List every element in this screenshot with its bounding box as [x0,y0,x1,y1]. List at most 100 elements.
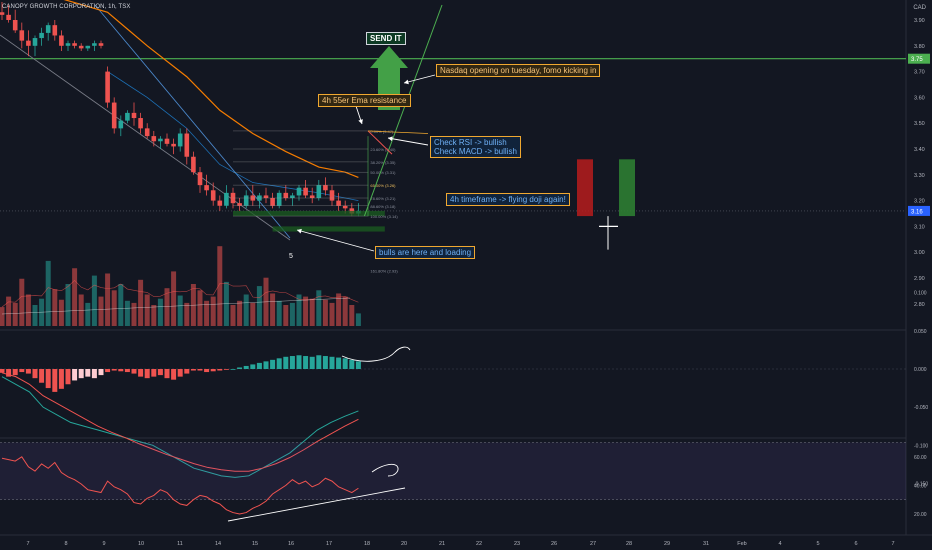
macd-histogram-bar [329,356,335,369]
last-price-label: 3.16 [911,209,923,215]
macd-histogram-bar [39,369,45,383]
volume-bar [124,300,130,326]
flying-doji-note: 4h timeframe -> flying doji again! [446,193,570,206]
candle-body [171,143,176,147]
macd-note-line: Check MACD -> bullish [434,147,517,156]
volume-bar [171,271,177,326]
candle-body [131,112,137,119]
macd-histogram-bar [250,364,256,369]
signal-line [1,372,359,472]
candle-body [85,45,91,49]
volume-bar [276,300,282,326]
macd-tick-label: -0.100 [914,443,928,449]
macd-histogram-bar [296,355,302,369]
volume-bar [105,273,111,326]
candle-body [276,192,282,206]
price-tick-label: 2.80 [914,302,925,308]
time-tick-label: 4 [778,541,781,547]
last-price-badge [908,205,930,216]
macd-histogram-bar [237,367,243,369]
time-tick-label: 9 [102,541,105,547]
candle-body [270,198,275,206]
candle-body [111,102,117,129]
macd-histogram-bar [85,369,91,377]
grid-lines [0,0,932,536]
volume-bar [217,246,223,326]
candle-body [329,190,335,201]
time-axis[interactable]: 7 8 9 10 11 14 15 16 17 18 20 21 22 23 26 27 28 29 31 Feb 4 5… [26,541,894,547]
candle-body [98,43,104,46]
ema-short-line [107,71,359,201]
candle-body [243,195,249,206]
time-tick-label: 29 [664,541,670,547]
volume-bar [111,290,117,326]
fib-level-label: 38.20% (3.35) [370,160,396,165]
rsi-pane: 60.00 40.00 20.00 [0,442,927,518]
volume-bar [316,290,322,326]
time-tick-label: 5 [816,541,819,547]
macd-hook-drawing [341,346,411,362]
time-tick-label: 11 [177,541,183,547]
price-tick-label: 2.90 [914,276,925,282]
macd-histogram-bar [32,369,38,379]
fib-level-label: 23.60% (3.40) [370,147,396,152]
macd-histogram-bar [342,358,348,369]
volume-bar [177,295,183,326]
volume-bar [58,299,64,326]
macd-histogram-bar [289,356,295,369]
volume-bar [270,293,276,326]
time-tick-label: 21 [439,541,445,547]
candle-body [19,30,25,41]
price-tick-label: 3.80 [914,44,925,50]
price-tick-label: 3.30 [914,173,925,179]
price-tick-label: 3.00 [914,250,925,256]
wave-label: 5 [289,253,293,260]
volume-bar [210,296,216,326]
candle-body [290,195,295,199]
symbol-header[interactable]: CANOPY GROWTH CORPORATION, 1h, TSX [2,4,131,10]
fib-level-label: 88.60% (3.18) [370,204,396,209]
macd-histogram-bar [171,369,177,380]
candle-body [39,32,44,39]
macd-histogram-bar [303,356,309,369]
volume-bar [157,298,163,326]
macd-histogram-bar [58,369,64,389]
macd-histogram-bar [118,369,124,372]
candle-body [164,138,170,144]
candle-body [92,43,97,46]
time-tick-label: 28 [626,541,632,547]
volume-bar [0,307,5,326]
candle-body [204,185,209,191]
macd-histogram-bar [270,359,276,369]
fib-level-label: 78.60% (3.21) [370,196,396,201]
ema-resistance-note: 4h 55er Ema resistance [318,94,411,107]
time-tick-label: 17 [326,541,332,547]
candle-body [224,192,229,206]
price-axis[interactable]: 3.90 3.80 3.70 3.60 3.50 3.40 3.30 3.20 3.10 3.00… [908,18,930,308]
candle-body [78,45,84,49]
bulls-arrow-head [297,228,302,234]
macd-histogram-bar [12,369,18,376]
volume-bar [32,305,38,326]
ema55-line [63,0,359,178]
candle-body [184,133,190,157]
time-tick-label: 15 [252,541,258,547]
nasdaq-note: Nasdaq opening on tuesday, fomo kicking … [436,64,601,77]
candle-body [118,120,124,129]
volume-bar [349,305,355,326]
candle-body [32,38,38,46]
volume-bar [52,289,58,326]
macd-histogram-bar [230,369,236,370]
volume-bar [230,305,236,326]
level-price-label: 3.75 [911,57,923,63]
time-tick-label: 27 [590,541,596,547]
rsi-hook-drawing [371,463,399,477]
macd-histogram-bar [177,369,183,377]
candle-body [323,185,328,191]
volume-bar [25,294,31,326]
candle-body [177,133,183,147]
macd-histogram-bar [190,369,196,371]
